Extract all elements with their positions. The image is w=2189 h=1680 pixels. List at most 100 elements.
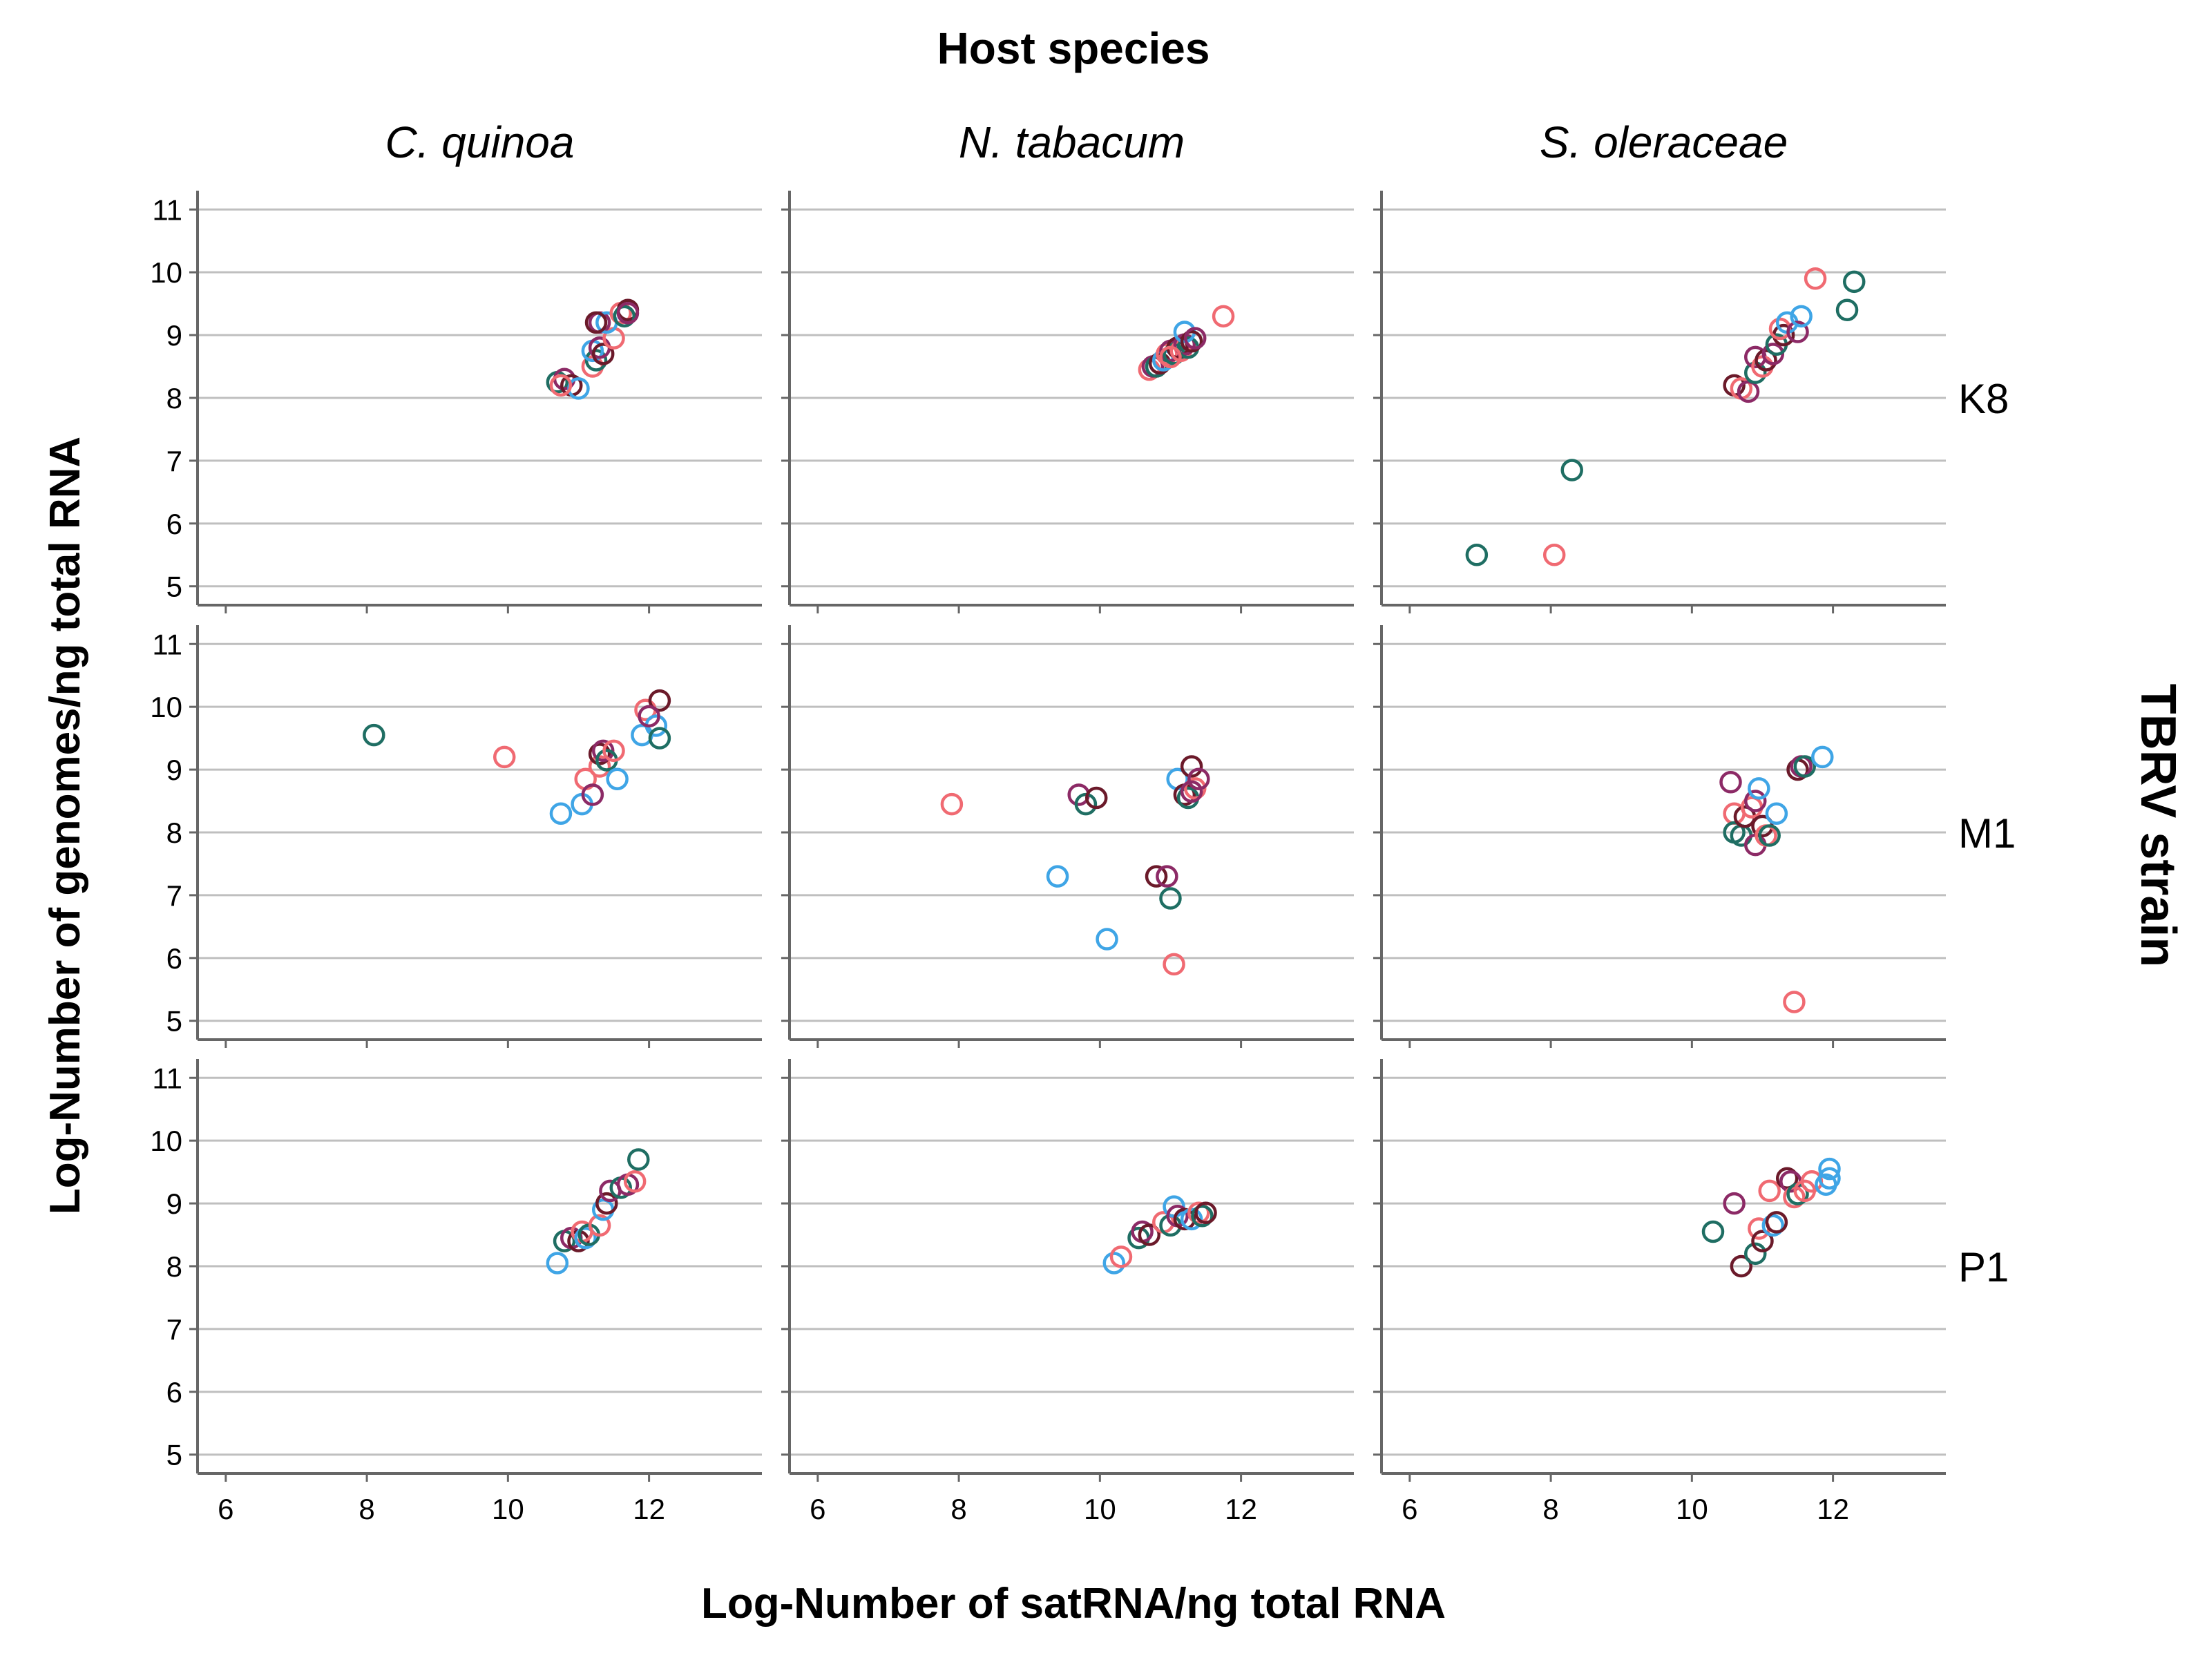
y-tick-label: 6 xyxy=(166,1376,182,1409)
y-axis-title: Log-Number of genomes/ng total RNA xyxy=(41,437,89,1214)
data-point xyxy=(574,1226,597,1250)
data-point xyxy=(1159,887,1182,910)
data-point xyxy=(1180,1208,1203,1231)
data-point xyxy=(1138,1223,1161,1246)
y-tick-label: 9 xyxy=(166,319,182,352)
x-tick-label: 6 xyxy=(218,1493,233,1525)
data-point xyxy=(1761,343,1785,365)
data-point xyxy=(602,739,625,763)
data-point xyxy=(1187,1201,1210,1224)
data-point xyxy=(546,1252,569,1275)
y-tick-label: 8 xyxy=(166,382,182,414)
data-point xyxy=(1758,824,1781,847)
data-point xyxy=(1191,1205,1214,1228)
y-tick-label: 5 xyxy=(166,1439,182,1471)
data-point xyxy=(493,745,516,769)
data-point xyxy=(648,689,671,712)
data-point xyxy=(588,755,611,778)
x-axis-title: Log-Number of satRNA/ng total RNA xyxy=(701,1580,1446,1628)
y-tick-label: 5 xyxy=(166,1005,182,1038)
data-point xyxy=(631,723,653,747)
row-label-k8: K8 xyxy=(1958,376,2009,422)
x-tick-label: 10 xyxy=(1084,1493,1116,1525)
data-point xyxy=(606,767,629,790)
data-point xyxy=(1761,1214,1785,1237)
data-point xyxy=(1842,270,1866,294)
row-label-m1: M1 xyxy=(1958,810,2016,857)
data-point xyxy=(581,783,604,806)
data-point xyxy=(363,723,385,747)
data-point xyxy=(588,1214,611,1237)
x-tick-label: 8 xyxy=(359,1493,374,1525)
data-point xyxy=(1775,1167,1799,1190)
y-tick-label: 10 xyxy=(150,691,182,723)
y-tick-label: 7 xyxy=(166,445,182,477)
data-point xyxy=(1180,330,1203,353)
data-point xyxy=(1748,777,1770,800)
data-point xyxy=(1183,327,1207,350)
column-header-1: N. tabacum xyxy=(959,117,1185,167)
x-tick-label: 8 xyxy=(950,1493,966,1525)
data-point xyxy=(613,305,636,328)
data-point xyxy=(1560,459,1583,481)
y-tick-label: 11 xyxy=(152,1062,182,1094)
data-point xyxy=(1701,1220,1725,1243)
x-tick-label: 12 xyxy=(1817,1493,1849,1525)
data-point xyxy=(1755,349,1777,372)
data-point xyxy=(1046,865,1069,888)
x-tick-label: 6 xyxy=(810,1493,825,1525)
data-point xyxy=(1212,305,1235,328)
data-point xyxy=(1744,790,1767,812)
data-point xyxy=(595,1192,618,1215)
data-point xyxy=(1744,1242,1767,1266)
data-point xyxy=(1096,928,1118,951)
data-point xyxy=(1156,865,1178,888)
y-tick-label: 7 xyxy=(166,1313,182,1346)
data-point xyxy=(588,743,611,765)
row-facet-title: TBRV strain xyxy=(2130,684,2186,968)
y-tick-label: 10 xyxy=(150,1125,182,1157)
data-point xyxy=(1818,1167,1841,1190)
x-tick-label: 12 xyxy=(633,1493,665,1525)
data-point xyxy=(1737,380,1760,403)
data-point xyxy=(1102,1252,1126,1275)
data-point xyxy=(1793,755,1816,778)
data-point xyxy=(1730,1254,1753,1278)
y-tick-label: 9 xyxy=(166,754,182,786)
data-point xyxy=(1159,345,1182,369)
data-point xyxy=(1542,544,1566,566)
x-tick-label: 8 xyxy=(1542,1493,1558,1525)
data-point xyxy=(1183,777,1207,800)
x-tick-label: 6 xyxy=(1402,1493,1417,1525)
data-point xyxy=(591,739,615,763)
data-point xyxy=(1180,755,1203,778)
y-tick-label: 11 xyxy=(152,628,182,660)
data-point xyxy=(591,343,615,365)
data-point xyxy=(1765,1211,1788,1234)
data-point xyxy=(648,727,671,750)
data-point xyxy=(627,1148,650,1171)
y-tick-label: 8 xyxy=(166,817,182,849)
x-tick-label: 12 xyxy=(1225,1493,1257,1525)
data-point xyxy=(623,1170,647,1193)
data-point xyxy=(1818,1157,1841,1181)
column-header-2: S. oleraceae xyxy=(1540,117,1788,167)
data-point xyxy=(1145,865,1168,888)
data-point xyxy=(584,349,608,372)
data-point xyxy=(1786,321,1809,343)
data-point xyxy=(549,802,573,825)
data-point xyxy=(1804,267,1827,290)
x-tick-label: 10 xyxy=(1676,1493,1708,1525)
data-point xyxy=(1723,1192,1746,1215)
data-point xyxy=(1790,305,1813,328)
x-tick-label: 10 xyxy=(492,1493,524,1525)
data-point xyxy=(584,311,608,334)
data-point xyxy=(1730,824,1753,847)
data-point xyxy=(638,705,660,728)
data-point xyxy=(1783,991,1806,1013)
data-point xyxy=(1084,786,1108,810)
data-point xyxy=(1719,771,1742,794)
data-point xyxy=(940,792,964,816)
data-point xyxy=(1187,767,1210,790)
